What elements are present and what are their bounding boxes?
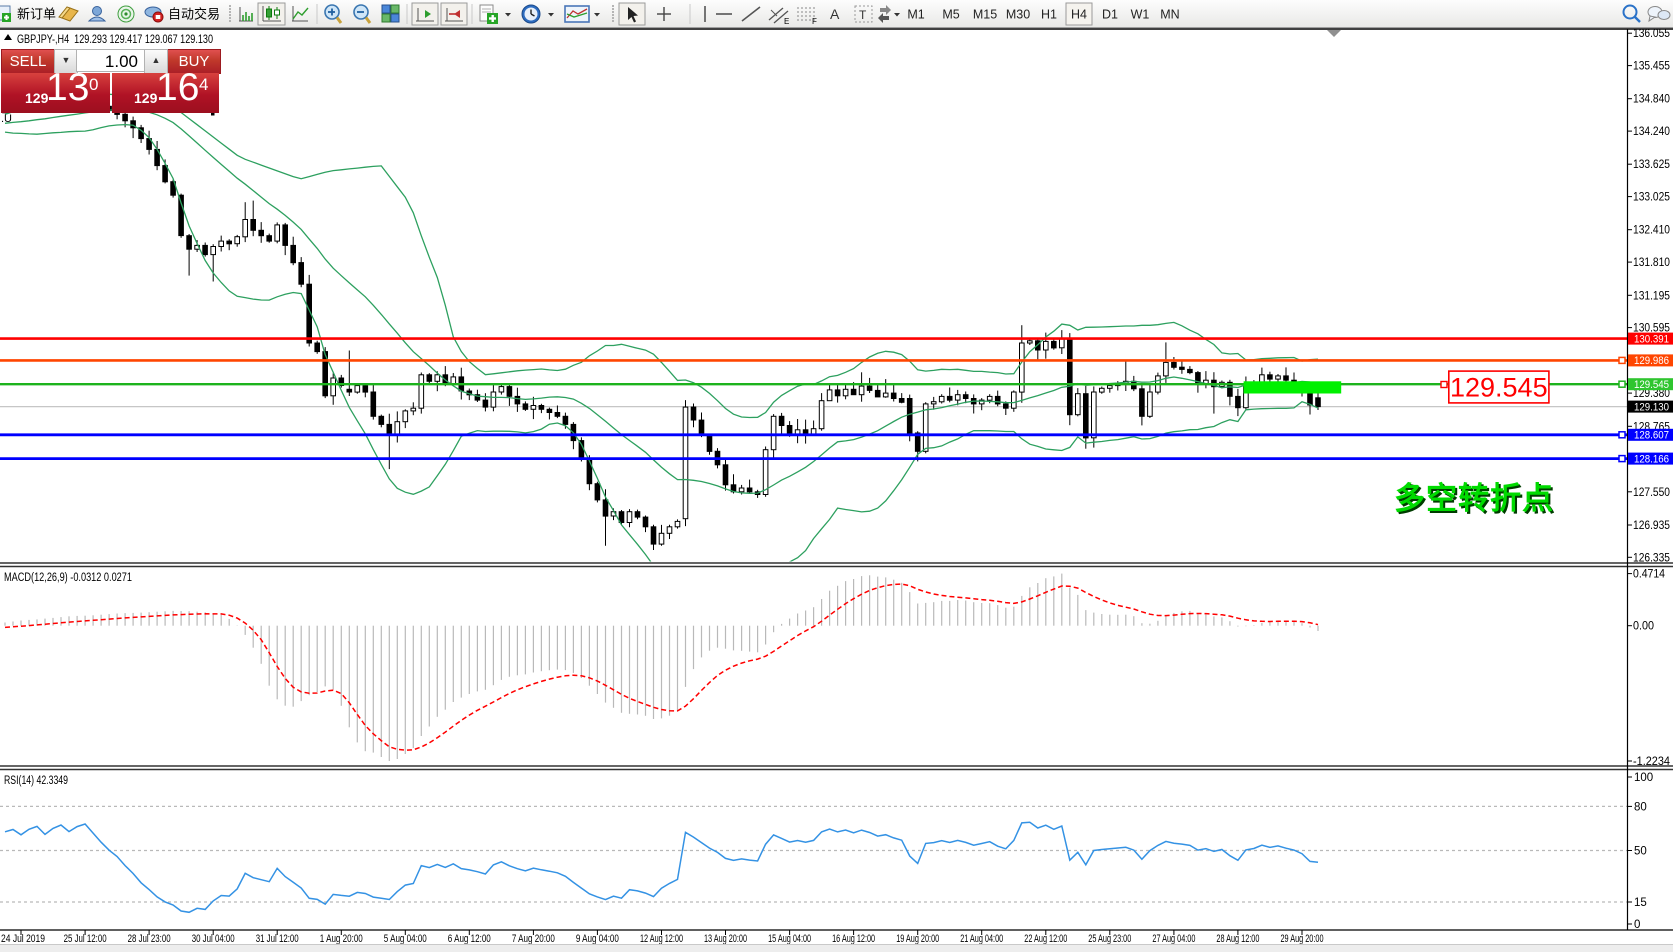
svg-text:21 Aug 04:00: 21 Aug 04:00 xyxy=(960,933,1003,945)
svg-text:22 Aug 12:00: 22 Aug 12:00 xyxy=(1024,933,1067,945)
svg-text:129.380: 129.380 xyxy=(1633,388,1670,400)
svg-text:19 Aug 20:00: 19 Aug 20:00 xyxy=(896,933,939,945)
svg-text:127.550: 127.550 xyxy=(1633,487,1670,499)
svg-text:29 Aug 20:00: 29 Aug 20:00 xyxy=(1281,933,1324,945)
svg-text:MN: MN xyxy=(1160,8,1179,22)
svg-text:16 Aug 12:00: 16 Aug 12:00 xyxy=(832,933,875,945)
svg-text:130.595: 130.595 xyxy=(1633,323,1670,335)
svg-text:31 Jul 12:00: 31 Jul 12:00 xyxy=(256,933,299,945)
svg-text:28 Aug 12:00: 28 Aug 12:00 xyxy=(1216,933,1259,945)
svg-text:80: 80 xyxy=(1634,801,1647,813)
svg-text:50: 50 xyxy=(1634,846,1647,858)
svg-text:129.545: 129.545 xyxy=(1634,379,1669,391)
svg-text:W1: W1 xyxy=(1131,8,1150,22)
svg-text:MACD(12,26,9) -0.0312 0.0271: MACD(12,26,9) -0.0312 0.0271 xyxy=(4,572,132,584)
svg-text:E: E xyxy=(784,17,789,26)
svg-text:128.607: 128.607 xyxy=(1634,430,1669,442)
svg-text:133.625: 133.625 xyxy=(1633,159,1670,171)
svg-text:H4: H4 xyxy=(1071,8,1087,22)
svg-text:5 Aug 04:00: 5 Aug 04:00 xyxy=(384,933,427,945)
svg-text:132.410: 132.410 xyxy=(1633,225,1670,237)
svg-text:25 Aug 23:00: 25 Aug 23:00 xyxy=(1088,933,1131,945)
svg-text:RSI(14) 42.3349: RSI(14) 42.3349 xyxy=(4,775,68,787)
svg-text:M5: M5 xyxy=(942,8,959,22)
svg-text:24 Jul 2019: 24 Jul 2019 xyxy=(1,933,45,945)
svg-text:D1: D1 xyxy=(1102,8,1118,22)
svg-text:.U: .U xyxy=(1,113,12,125)
svg-text:129.986: 129.986 xyxy=(1634,355,1669,367)
svg-text:7 Aug 20:00: 7 Aug 20:00 xyxy=(512,933,555,945)
svg-text:自动交易: 自动交易 xyxy=(168,7,220,22)
svg-text:129.130: 129.130 xyxy=(1634,401,1669,413)
svg-text:131.810: 131.810 xyxy=(1633,257,1670,269)
svg-text:9 Aug 04:00: 9 Aug 04:00 xyxy=(576,933,619,945)
svg-text:30 Jul 04:00: 30 Jul 04:00 xyxy=(192,933,235,945)
svg-text:134.240: 134.240 xyxy=(1633,126,1670,138)
svg-text:多空转折点多空转折点: 多空转折点多空转折点 xyxy=(1394,481,1556,518)
svg-text:130.391: 130.391 xyxy=(1634,333,1669,345)
svg-text:15: 15 xyxy=(1634,897,1647,909)
svg-text:131.195: 131.195 xyxy=(1633,290,1670,302)
svg-text:F: F xyxy=(812,17,817,26)
svg-text:13 Aug 20:00: 13 Aug 20:00 xyxy=(704,933,747,945)
svg-text:100: 100 xyxy=(1634,772,1653,784)
svg-text:-1.2234: -1.2234 xyxy=(1633,756,1671,768)
svg-text:134.840: 134.840 xyxy=(1633,94,1670,106)
svg-text:A: A xyxy=(830,6,840,22)
svg-text:15 Aug 04:00: 15 Aug 04:00 xyxy=(768,933,811,945)
svg-text:135.455: 135.455 xyxy=(1633,61,1670,73)
svg-text:133.025: 133.025 xyxy=(1633,192,1670,204)
svg-text:136.055: 136.055 xyxy=(1633,28,1670,40)
svg-text:M15: M15 xyxy=(973,8,997,22)
svg-text:126.935: 126.935 xyxy=(1633,520,1670,532)
svg-text:0: 0 xyxy=(1634,919,1640,931)
svg-text:M30: M30 xyxy=(1006,8,1030,22)
svg-text:T: T xyxy=(859,8,867,22)
svg-text:0.4714: 0.4714 xyxy=(1633,569,1666,581)
svg-text:12 Aug 12:00: 12 Aug 12:00 xyxy=(640,933,683,945)
svg-text:1 Aug 20:00: 1 Aug 20:00 xyxy=(320,933,363,945)
svg-text:M1: M1 xyxy=(907,8,924,22)
svg-text:128.166: 128.166 xyxy=(1634,453,1669,465)
svg-text:27 Aug 04:00: 27 Aug 04:00 xyxy=(1152,933,1195,945)
svg-text:25 Jul 12:00: 25 Jul 12:00 xyxy=(64,933,107,945)
svg-text:H1: H1 xyxy=(1041,8,1057,22)
svg-text:0.00: 0.00 xyxy=(1633,621,1654,633)
svg-text:新订单: 新订单 xyxy=(17,7,56,22)
svg-text:28 Jul 23:00: 28 Jul 23:00 xyxy=(128,933,171,945)
svg-text:6 Aug 12:00: 6 Aug 12:00 xyxy=(448,933,491,945)
svg-text:129.545: 129.545 xyxy=(1450,373,1548,403)
svg-text:GBPJPY-,H4 129.293 129.417 12: GBPJPY-,H4 129.293 129.417 129.067 129.1… xyxy=(17,32,213,46)
svg-text:126.335: 126.335 xyxy=(1633,552,1670,564)
